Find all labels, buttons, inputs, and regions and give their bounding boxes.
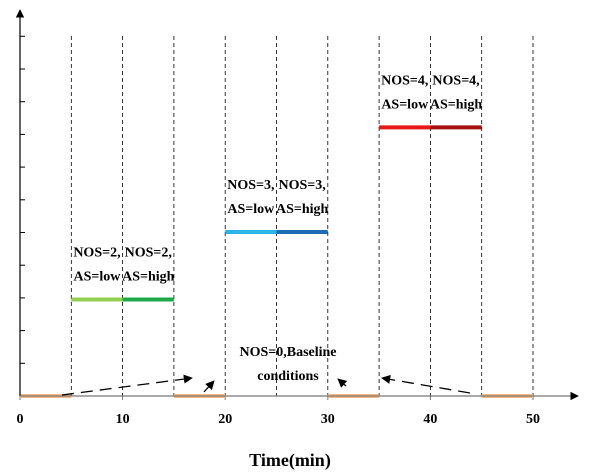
segment-label: NOS=4, <box>432 74 479 89</box>
plot: 0 10 20 30 40 50NOS=2,AS=lowNOS=2,AS=highNOS=… <box>17 35 540 427</box>
x-tick-label: 20 <box>218 412 232 427</box>
segment-label: NOS=3, <box>279 178 326 193</box>
segment-label: NOS=2, <box>125 246 172 261</box>
arrow <box>203 380 215 393</box>
segment-label: AS=low <box>227 202 275 217</box>
segment-label: NOS=3, <box>227 178 274 193</box>
arrow <box>337 378 348 388</box>
arrow <box>381 374 471 394</box>
segment-label: AS=low <box>74 270 122 285</box>
segment-label: AS=low <box>381 98 429 113</box>
segment-label: AS=high <box>276 202 329 217</box>
x-axis-title: Time(min) <box>249 450 331 471</box>
x-tick-label: 10 <box>116 412 130 427</box>
x-tick-label: 40 <box>423 412 437 427</box>
x-tick-label: 50 <box>526 412 540 427</box>
segment-label: AS=high <box>122 270 175 285</box>
segment-label: AS=high <box>430 98 483 113</box>
baseline-label: conditions <box>257 369 319 384</box>
x-tick-label: 30 <box>321 412 335 427</box>
segment-label: NOS=4, <box>381 74 428 89</box>
baseline-label: NOS=0,Baseline <box>239 345 336 360</box>
arrows <box>61 374 471 396</box>
arrow <box>61 374 193 396</box>
x-tick-label: 0 <box>17 412 24 427</box>
segment-label: NOS=2, <box>73 246 120 261</box>
